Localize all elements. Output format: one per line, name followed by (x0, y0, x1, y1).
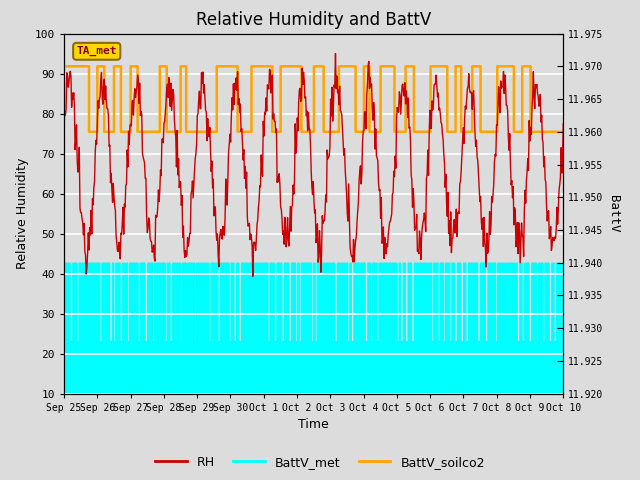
Y-axis label: BattV: BattV (607, 195, 620, 232)
Legend: RH, BattV_met, BattV_soilco2: RH, BattV_met, BattV_soilco2 (150, 451, 490, 474)
Text: TA_met: TA_met (77, 46, 117, 57)
Y-axis label: Relative Humidity: Relative Humidity (16, 158, 29, 269)
Title: Relative Humidity and BattV: Relative Humidity and BattV (196, 11, 431, 29)
X-axis label: Time: Time (298, 418, 329, 431)
